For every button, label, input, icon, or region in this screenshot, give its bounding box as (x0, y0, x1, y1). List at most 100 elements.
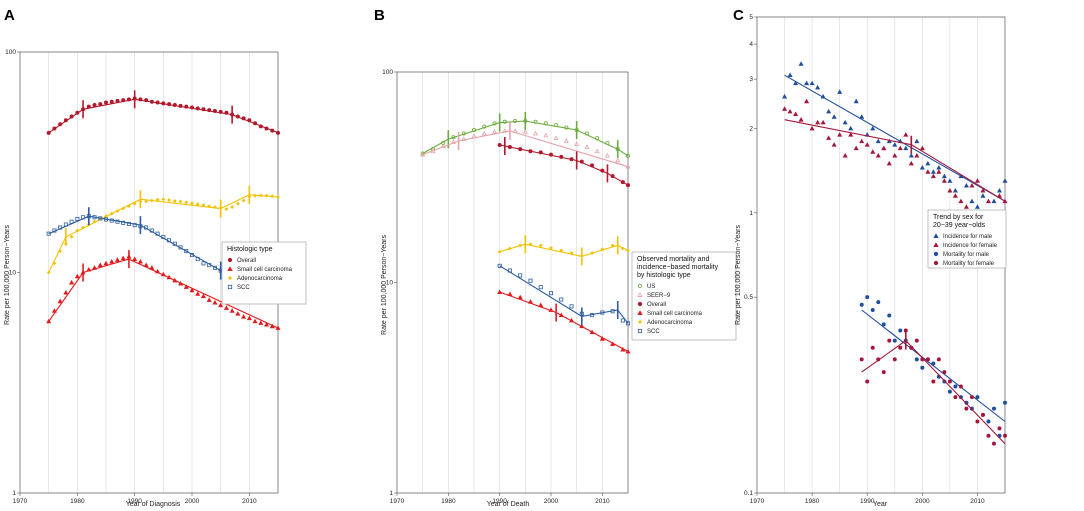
data-point (903, 328, 908, 333)
legend-item-label: Overall (647, 302, 666, 308)
data-point (195, 291, 201, 296)
data-point (563, 138, 569, 143)
data-point (815, 84, 821, 90)
data-point (109, 211, 114, 216)
data-point (798, 61, 804, 66)
data-point (104, 217, 109, 222)
data-point (212, 265, 217, 270)
legend-item-label: Overall (237, 258, 256, 264)
data-point (86, 104, 91, 109)
x-axis-label: Year of Death (487, 501, 530, 508)
data-point (538, 302, 544, 308)
data-point (132, 201, 137, 206)
data-point (920, 357, 925, 362)
data-point (115, 98, 120, 103)
data-point (942, 370, 947, 375)
x-tick-label: 1990 (860, 498, 875, 505)
data-point (98, 102, 103, 107)
data-point (166, 274, 172, 280)
data-point (996, 187, 1003, 193)
data-point (184, 200, 189, 205)
data-point (207, 204, 212, 209)
legend-item-label: SEER−9 (647, 293, 671, 299)
data-point (947, 379, 952, 384)
data-point (132, 223, 137, 228)
data-point (218, 109, 223, 114)
data-point (212, 299, 218, 305)
data-point (914, 152, 920, 158)
legend-item-label: SCC (237, 285, 250, 291)
data-point (864, 142, 870, 147)
data-point (579, 253, 584, 258)
data-point (189, 105, 194, 110)
data-point (886, 138, 892, 144)
data-point (155, 231, 160, 236)
data-point (881, 145, 887, 151)
y-tick-label: 100 (382, 69, 393, 76)
data-point (155, 197, 160, 202)
data-point (543, 132, 549, 138)
series-adenocarcinoma (46, 185, 280, 275)
data-point (996, 193, 1003, 198)
x-tick-label: 1980 (441, 498, 456, 505)
data-point (86, 267, 92, 272)
data-point (230, 205, 235, 210)
data-point (941, 173, 947, 179)
x-tick-label: 1970 (750, 498, 765, 505)
data-point (953, 395, 958, 400)
y-tick-label: 4 (749, 41, 753, 48)
data-point (518, 273, 523, 278)
data-point (92, 265, 98, 270)
data-point (590, 251, 594, 255)
data-point (481, 130, 487, 136)
data-point (74, 273, 80, 279)
data-point (793, 80, 799, 86)
panel-b: B Year of Death Rate per 100,000 Person−… (374, 7, 737, 508)
data-point (595, 136, 600, 141)
data-point (507, 145, 512, 150)
trend-line (499, 291, 629, 352)
data-point (543, 121, 548, 126)
data-point (81, 215, 86, 220)
data-point (440, 143, 446, 148)
data-point (615, 157, 621, 163)
data-point (114, 257, 120, 262)
data-point (63, 290, 69, 295)
data-point (554, 123, 559, 128)
legend-item-label: Incidence for female (943, 243, 998, 249)
data-point (161, 234, 166, 239)
panel-letter-c: C (733, 7, 744, 24)
data-point (579, 311, 584, 316)
data-point (57, 298, 63, 304)
trend-line (499, 265, 629, 324)
data-point (51, 308, 57, 313)
legend-item-label: US (647, 284, 655, 290)
data-point (569, 157, 574, 162)
data-point (247, 195, 252, 199)
data-point (936, 164, 942, 170)
data-point (826, 108, 832, 114)
trend-line (422, 130, 629, 168)
series-mortality-for-female (859, 328, 1008, 446)
data-point (126, 253, 132, 259)
data-point (903, 132, 909, 137)
data-point (184, 249, 189, 254)
data-point (75, 110, 80, 115)
data-point (517, 294, 523, 300)
data-point (189, 287, 195, 293)
data-point (497, 263, 502, 268)
data-point (121, 220, 126, 225)
data-point (144, 98, 149, 103)
legend-marker (637, 319, 643, 325)
data-point (865, 379, 870, 384)
data-point (149, 228, 154, 233)
data-point (161, 101, 166, 106)
data-point (626, 183, 631, 188)
data-point (931, 361, 936, 366)
data-point (138, 224, 143, 229)
data-point (549, 245, 553, 250)
data-point (620, 346, 626, 352)
data-point (527, 299, 533, 304)
y-tick-label: 1 (749, 210, 753, 217)
